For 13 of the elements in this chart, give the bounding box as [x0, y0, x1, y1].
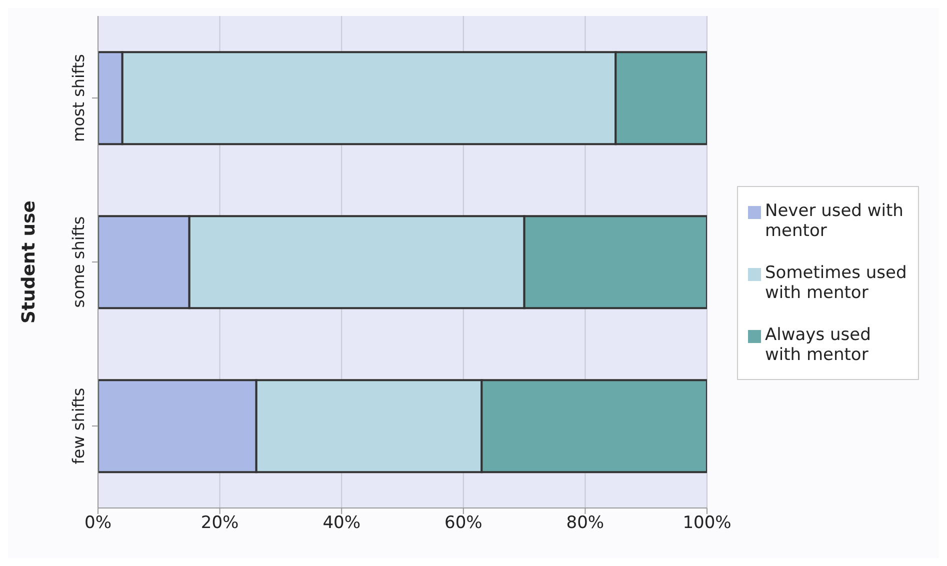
- y-tick-label: most shifts: [69, 54, 88, 142]
- x-tick-label: 100%: [682, 513, 732, 534]
- x-tick-label: 80%: [566, 513, 604, 534]
- x-tick-label: 20%: [200, 513, 239, 534]
- legend-label: Sometimes used with mentor: [765, 263, 908, 303]
- x-tick-label: 0%: [84, 513, 112, 534]
- x-tick-label: 40%: [322, 513, 360, 534]
- legend-label: Always used with mentor: [765, 325, 872, 365]
- y-tick-label: few shifts: [69, 388, 88, 464]
- x-tick-label: 60%: [444, 513, 482, 534]
- y-tick-label: some shifts: [69, 216, 88, 308]
- y-axis-title: Student use: [18, 200, 40, 324]
- legend-label: Never used with mentor: [765, 201, 904, 241]
